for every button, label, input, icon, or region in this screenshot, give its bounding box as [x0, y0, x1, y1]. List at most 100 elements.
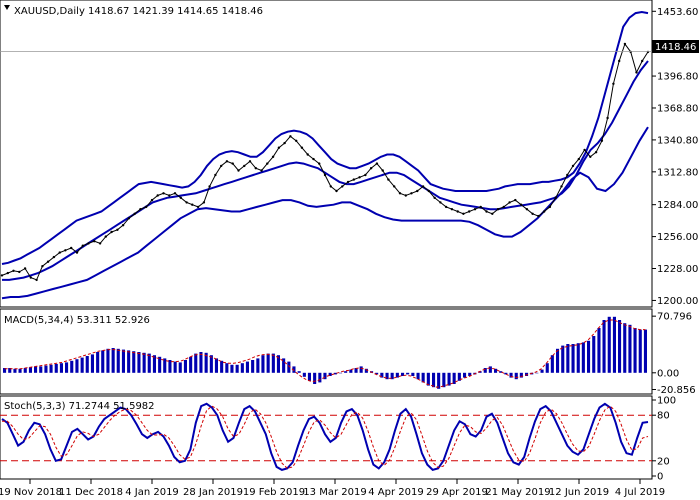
macd-bar [390, 372, 394, 380]
macd-bar [23, 368, 27, 373]
price-point [560, 185, 563, 188]
macd-bar [302, 372, 306, 377]
price-point [196, 205, 200, 209]
macd-bar [576, 343, 580, 373]
x-tick-label: 28 Jan 2019 [183, 487, 243, 498]
price-point [323, 173, 327, 177]
macd-bar [416, 372, 420, 380]
macd-bar [411, 372, 415, 376]
macd-bar [137, 352, 141, 373]
price-point [600, 139, 604, 142]
price-point [606, 116, 609, 120]
macd-bar [375, 372, 379, 375]
macd-bar [437, 372, 441, 389]
macd-bar [49, 364, 53, 373]
price-point [289, 135, 292, 138]
price-point [139, 208, 142, 211]
macd-bar [432, 372, 436, 388]
x-tick-label: 4 Jan 2019 [125, 487, 179, 498]
macd-bar [276, 355, 280, 373]
macd-bar [28, 367, 32, 373]
price-point [548, 205, 552, 209]
macd-bar [499, 371, 503, 373]
macd-bar [571, 344, 575, 373]
macd-bar [463, 372, 467, 378]
price-point [81, 244, 85, 247]
macd-bar [173, 361, 177, 373]
price-point [312, 157, 315, 161]
price-point [439, 201, 442, 204]
price-point [508, 201, 511, 204]
macd-bar [406, 372, 410, 375]
price-point [156, 194, 159, 197]
macd-header: MACD(5,34,4) 53.311 52.926 [4, 315, 150, 326]
macd-bar [292, 366, 296, 373]
price-point [168, 194, 171, 197]
price-point [543, 210, 546, 213]
price-tick-label: 1312.80 [657, 167, 698, 178]
price-point [444, 205, 448, 209]
price-point [248, 160, 252, 163]
macd-bar [39, 366, 43, 373]
price-point [231, 162, 234, 165]
macd-tick-label: -20.856 [657, 385, 696, 396]
price-point [214, 173, 217, 177]
macd-bar [282, 358, 286, 373]
price-point [369, 167, 373, 170]
bb-upper-line [1, 10, 649, 265]
price-point [410, 192, 413, 195]
price-point [306, 153, 309, 156]
macd-bar [468, 372, 472, 376]
price-point [393, 185, 396, 188]
stoch-d-line [2, 405, 649, 469]
stoch-tick-label: 80 [657, 411, 670, 422]
price-point [594, 151, 598, 154]
macd-bar [447, 372, 451, 386]
macd-bar [638, 329, 642, 373]
macd-bar [54, 364, 58, 373]
price-point [571, 164, 575, 168]
price-point [300, 146, 304, 149]
macd-bar [90, 354, 94, 373]
price-point [589, 155, 592, 158]
macd-bar [13, 368, 17, 373]
x-tick-label: 19 Feb 2019 [243, 487, 305, 498]
macd-bar [313, 372, 317, 384]
price-point [318, 162, 321, 165]
price-point [364, 173, 367, 177]
price-point [618, 59, 621, 63]
macd-bar [85, 356, 89, 373]
price-tick-label: 1340.80 [657, 135, 698, 146]
price-point [191, 203, 194, 206]
price-point [450, 208, 454, 211]
price-point [173, 192, 177, 195]
macd-bar [214, 358, 218, 373]
macd-bar [607, 316, 611, 373]
price-point [35, 278, 38, 282]
macd-bar [142, 352, 146, 373]
price-point [110, 230, 113, 234]
macd-bar [209, 355, 213, 373]
macd-bar [426, 372, 430, 386]
macd-bar [380, 372, 384, 378]
macd-bar [333, 372, 337, 375]
price-point [479, 205, 482, 209]
macd-bar [163, 358, 167, 373]
price-point [375, 162, 379, 165]
price-point [52, 255, 56, 259]
macd-bar [364, 368, 368, 373]
price-point [462, 212, 465, 215]
price-point [295, 139, 298, 142]
macd-bar [519, 372, 523, 378]
price-point [70, 246, 73, 250]
price-point [468, 210, 471, 213]
price-point [18, 270, 21, 274]
price-point [525, 208, 529, 211]
macd-bar [307, 372, 311, 381]
price-point [456, 210, 459, 213]
price-point [612, 82, 615, 86]
price-tick-label: 1200.00 [657, 296, 698, 307]
price-point [98, 242, 102, 245]
price-point [491, 212, 494, 215]
price-tick-label: 1396.80 [657, 72, 698, 83]
